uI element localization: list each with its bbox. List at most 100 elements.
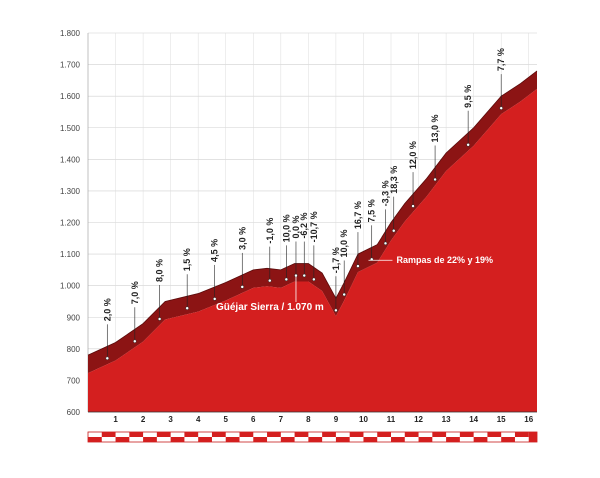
gradient-marker [105,356,110,361]
y-tick-label: 600 [67,408,81,417]
scale-bar-segment [349,432,364,437]
x-tick-label: 10 [359,415,368,424]
gradient-labels: 2,0 % 7,0 % 8,0 % 1,5 % 4,5 % 3,0 % -1,0 % 10,0… [102,48,506,361]
scale-bar-segment [377,432,392,437]
scale-bar-segment [143,437,157,442]
scale-bar-segment [335,437,350,442]
gradient-label: 9,5 % [463,85,473,108]
scale-bar-segment [184,432,199,437]
gradient-label: 7,5 % [367,199,377,222]
gradient-marker [356,264,360,268]
scale-bar-segment [129,432,144,437]
scale-bar-segment [404,432,419,437]
scale-bar-segment [459,432,474,437]
scale-bar-segment [432,432,447,437]
y-tick-label: 1.000 [60,282,81,291]
y-tick-label: 900 [67,313,81,322]
scale-bar-segment [267,432,281,437]
gradient-label: -3,3 % [380,180,390,206]
scale-bar-segment [501,437,515,442]
gradient-marker [499,106,503,110]
x-tick-label: 8 [306,415,311,424]
scale-bar-segment [473,437,488,442]
gradient-label: 7,0 % [130,281,140,304]
scale-bar-segment [198,437,212,442]
x-tick-label: 1 [113,415,118,424]
profile-top-band [88,70,537,374]
y-tick-label: 1.700 [60,61,81,70]
scale-bar-segment [225,437,240,442]
gradient-marker [268,278,272,283]
x-tick-label: 7 [279,415,284,424]
gradient-marker [342,292,346,297]
gradient-label: 0,0 % [291,216,301,239]
scale-bar-segment [487,432,502,437]
scale-bar-segment [446,437,460,442]
gradient-label: 2,0 % [102,298,112,321]
scale-bar-segment [239,432,254,437]
scale-bar-segment [253,437,268,442]
y-tick-label: 1.800 [60,29,81,38]
y-tick-label: 1.400 [60,155,81,164]
x-tick-label: 16 [524,415,533,424]
gradient-marker [334,308,338,313]
x-tick-label: 11 [387,415,396,424]
scale-bar-segment [280,437,295,442]
scale-bar-segment [156,432,171,437]
gradient-label: 10,0 % [281,214,291,242]
profile-fill [88,88,537,413]
gradient-marker [411,204,415,208]
x-axis: 1 2 3 4 5 6 7 8 9 10 11 12 13 14 15 16 [113,415,533,424]
scale-bar-segment [101,432,116,437]
x-tick-label: 4 [196,415,201,424]
gradient-label: 13,0 % [430,114,440,142]
scale-bar-segment [528,432,537,442]
scale-bar-segment [308,437,323,442]
gradient-label: 18,3 % [389,166,399,194]
y-tick-label: 1.600 [60,92,81,101]
annotations: Güéjar Sierra / 1.070 m Rampas de 22% y 1… [216,255,493,313]
y-tick-label: 1.500 [60,124,81,133]
scale-bar-segment [211,432,226,437]
gradient-marker [466,143,470,147]
gradient-label: -1,0 % [265,218,275,244]
gradient-label: -10,7 % [309,211,319,242]
gradient-marker [212,297,217,301]
gradient-label: 10,0 % [339,229,349,257]
x-tick-label: 5 [224,415,229,424]
gradient-marker [185,306,189,310]
profile-outline [87,70,538,356]
scale-bar-segment [418,437,433,442]
scale-bar-segment [294,432,309,437]
gradient-marker [392,228,396,233]
y-tick-label: 800 [67,345,81,354]
y-tick-label: 1.200 [60,219,81,228]
scale-bar-segment [391,437,405,442]
x-tick-label: 14 [469,415,478,424]
x-tick-label: 13 [442,415,451,424]
gradient-label: 8,0 % [155,259,165,282]
gradient-marker [240,285,245,289]
gradient-label: 7,7 % [496,48,506,71]
x-tick-label: 3 [168,415,173,424]
x-tick-label: 6 [251,415,256,424]
gradient-label: 16,7 % [353,201,363,229]
ramps-annotation: Rampas de 22% y 19% [396,255,493,265]
gradient-label: 1,5 % [182,248,192,271]
scale-bar-segment [115,437,130,442]
x-tick-label: 15 [497,415,506,424]
y-tick-label: 700 [67,376,81,385]
gradient-marker [157,317,162,321]
x-tick-label: 2 [141,415,146,424]
gradient-marker [433,177,437,182]
y-tick-label: 1.300 [60,187,81,196]
distance-scale-bar [87,431,538,443]
gradient-marker [302,273,306,278]
x-tick-label: 12 [414,415,423,424]
gradient-marker [284,277,289,282]
scale-bar-segment [322,432,336,437]
gradient-marker [133,339,137,344]
scale-bar-segment [363,437,378,442]
y-tick-label: 1.100 [60,250,81,259]
